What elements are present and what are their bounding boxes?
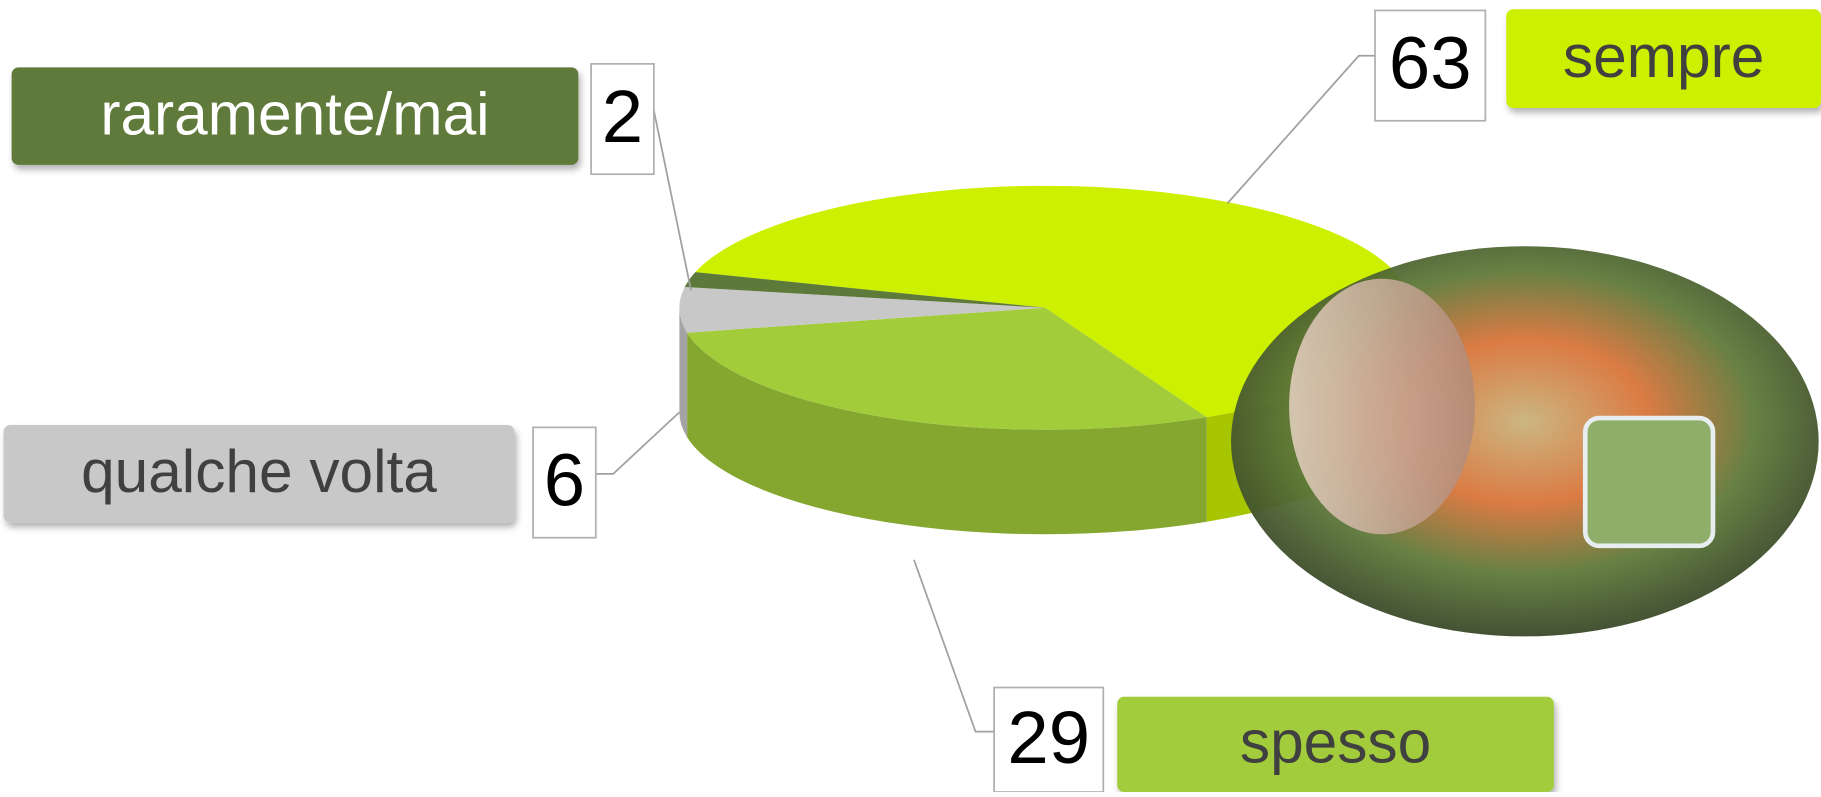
- category-label: raramente/mai: [100, 79, 489, 147]
- value-box: [1374, 9, 1487, 122]
- pie-slice: [679, 287, 1046, 333]
- value-label: 63: [1389, 22, 1472, 105]
- category-label: spesso: [1240, 708, 1431, 776]
- category-label: qualche volta: [81, 437, 437, 505]
- value-box: [993, 686, 1105, 793]
- pie-slice: [684, 272, 1046, 308]
- pie-side: [687, 332, 1207, 535]
- leader-line: [913, 559, 995, 733]
- photo-package: [1582, 415, 1716, 549]
- value-label: 2: [602, 75, 643, 158]
- leader-line: [1226, 54, 1376, 204]
- leader-line: [595, 411, 680, 475]
- chart-body: sempre 63 spesso 29 qualche volta 6 raramente/…: [3, 9, 1821, 793]
- label-box: [3, 425, 515, 523]
- value-label: 29: [1007, 696, 1090, 779]
- pie-side: [679, 307, 688, 438]
- label-box: [1506, 9, 1821, 109]
- value-box: [532, 426, 597, 539]
- value-label: 6: [544, 439, 585, 522]
- category-label: sempre: [1563, 22, 1764, 90]
- pie-slice: [687, 307, 1207, 430]
- photo-face: [1289, 278, 1475, 535]
- leader-line: [652, 110, 692, 291]
- value-box: [590, 63, 655, 176]
- label-box: [1117, 696, 1554, 793]
- pie-slice: [695, 185, 1412, 418]
- label-box: [11, 67, 579, 165]
